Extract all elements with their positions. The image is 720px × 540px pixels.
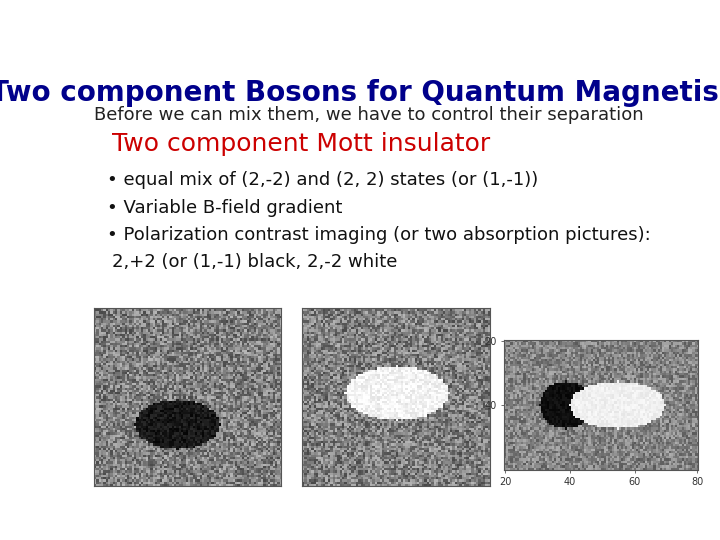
Text: • Polarization contrast imaging (or two absorption pictures):: • Polarization contrast imaging (or two …	[107, 226, 650, 244]
Text: Before we can mix them, we have to control their separation: Before we can mix them, we have to contr…	[94, 106, 644, 124]
Text: • equal mix of (2,-2) and (2, 2) states (or (1,-1)): • equal mix of (2,-2) and (2, 2) states …	[107, 171, 538, 189]
Text: 2,+2: 2,+2	[210, 436, 254, 454]
Text: • Variable B-field gradient: • Variable B-field gradient	[107, 199, 342, 217]
Text: 2,+2 (or (1,-1) black, 2,-2 white: 2,+2 (or (1,-1) black, 2,-2 white	[112, 253, 397, 271]
Text: Mixture: Mixture	[525, 436, 593, 454]
Text: Two component Mott insulator: Two component Mott insulator	[112, 132, 490, 156]
Text: Two component Bosons for Quantum Magnetism: Two component Bosons for Quantum Magneti…	[0, 79, 720, 107]
Text: 2,-2: 2,-2	[379, 436, 414, 454]
